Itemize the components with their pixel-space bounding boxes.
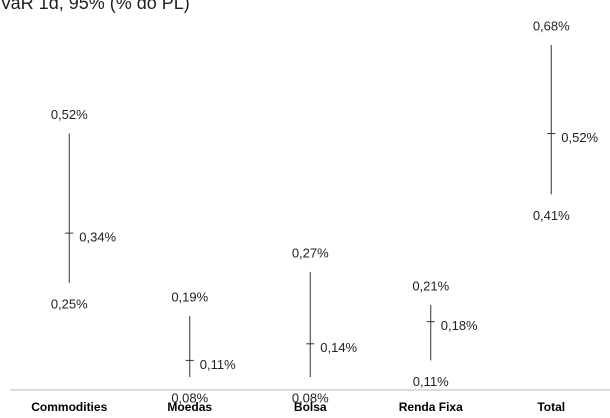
x-tick-label: Commodities <box>31 400 107 414</box>
low-label: 0,08% <box>171 390 208 405</box>
low-label: 0,08% <box>292 390 329 405</box>
low-label: 0,25% <box>51 296 88 311</box>
chart-title: VaR 1d, 95% (% do PL) <box>0 0 190 13</box>
x-tick-label: Total <box>537 400 565 414</box>
high-label: 0,27% <box>292 245 329 260</box>
x-tick-label: Renda Fixa <box>399 400 463 414</box>
x-tick-label: Bolsa <box>294 400 327 414</box>
high-label: 0,52% <box>51 107 88 122</box>
high-label: 0,21% <box>412 279 449 294</box>
high-label: 0,68% <box>533 18 570 33</box>
low-label: 0,11% <box>413 374 449 389</box>
mid-label: 0,34% <box>79 230 116 245</box>
mid-label: 0,11% <box>200 357 236 372</box>
x-tick-label: Moedas <box>167 400 212 414</box>
mid-label: 0,14% <box>320 340 357 355</box>
mid-label: 0,52% <box>561 130 598 145</box>
mid-label: 0,18% <box>441 318 478 333</box>
high-label: 0,19% <box>171 290 208 305</box>
low-label: 0,41% <box>533 208 570 223</box>
